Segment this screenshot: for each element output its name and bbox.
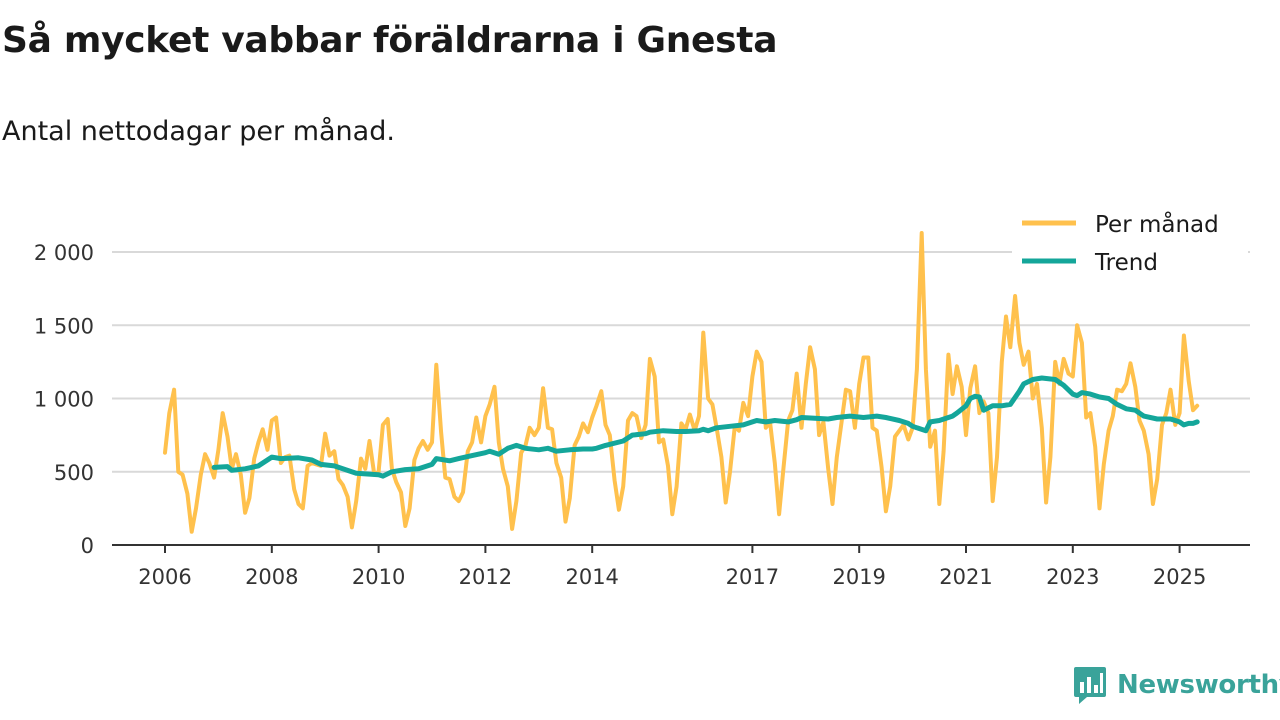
chart-title: Så mycket vabbar föräldrarna i Gnesta [2,20,778,61]
x-tick-label: 2008 [245,565,298,589]
legend-label-per-manad: Per månad [1095,210,1219,238]
brand-name: Newsworthy [1117,670,1280,700]
newsworthy-logo-icon [1074,667,1106,704]
y-tick-label: 1 500 [34,314,94,338]
y-tick-label: 1 000 [34,388,94,412]
x-tick-label: 2014 [565,565,618,589]
series-line-trend [211,375,1200,479]
legend-label-trend: Trend [1094,250,1158,276]
legend: Per månad Trend [1012,200,1248,286]
x-tick-label: 2019 [832,565,885,589]
x-tick-label: 2006 [138,565,191,589]
y-tick-label: 500 [54,461,94,485]
y-tick-label: 2 000 [34,241,94,265]
x-tick-label: 2010 [352,565,405,589]
x-tick-label: 2017 [726,565,779,589]
legend-background [1012,200,1248,286]
x-tick-label: 2023 [1046,565,1099,589]
y-axis: 0 500 1 000 1 500 2 000 [34,241,94,558]
series-layer [163,231,1200,534]
chart-subtitle: Antal nettodagar per månad. [2,116,395,147]
x-tick-label: 2025 [1153,565,1206,589]
x-tick-label: 2021 [939,565,992,589]
x-axis: 2006 2008 2010 2012 2014 2017 2019 2021 2023 2025 [112,544,1250,589]
series-line-per-manad [163,231,1200,534]
y-tick-label: 0 [81,534,94,558]
x-tick-label: 2012 [459,565,512,589]
brand-logo: Newsworthy [1073,664,1280,706]
